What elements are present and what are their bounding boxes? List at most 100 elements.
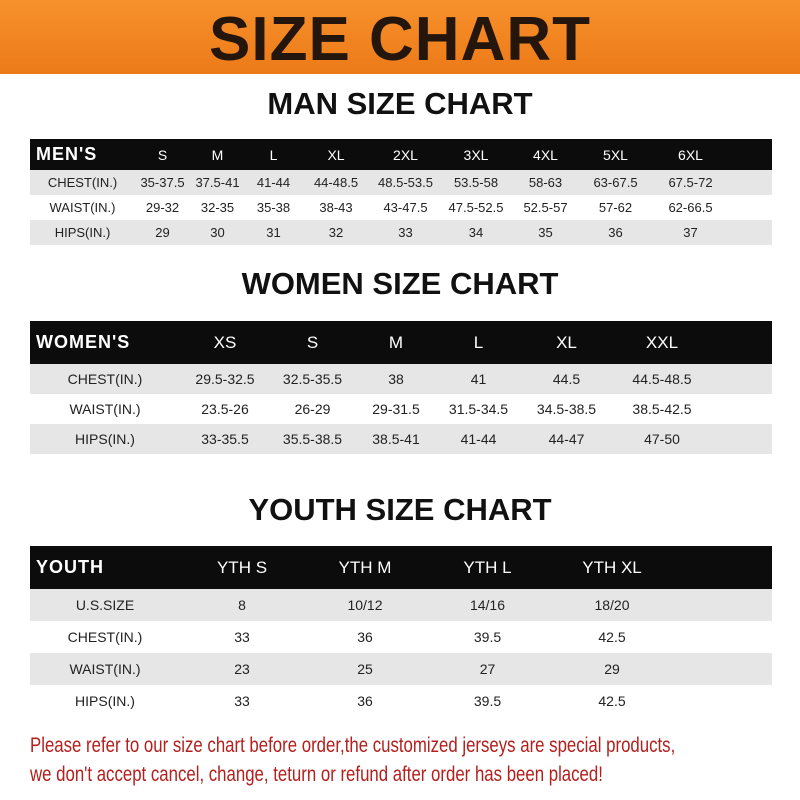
cell: 30 <box>210 225 225 240</box>
table-row: U.S.SIZE 8 10/12 14/16 18/20 <box>30 589 772 621</box>
table-row: CHEST(IN.) 33 36 39.5 42.5 <box>30 621 772 653</box>
cell: 47-50 <box>644 431 680 447</box>
cell: 29-31.5 <box>372 401 420 417</box>
cell: 6XL <box>678 146 703 163</box>
men-size-table: MEN'S S M L XL 2XL 3XL 4XL 5XL 6XL CHEST(IN.) 35-37… <box>30 139 772 245</box>
cell: 26-29 <box>294 401 331 417</box>
cell: 39.5 <box>473 629 502 645</box>
row-label: WAIST(IN.) <box>69 401 141 417</box>
cell: 38-43 <box>319 200 353 215</box>
cell: 10/12 <box>347 597 383 613</box>
cell: 34 <box>468 225 484 240</box>
cell: 37 <box>683 225 698 240</box>
youth-size-table: YOUTH YTH S YTH M YTH L YTH XL U.S.SIZE 8 10/12… <box>30 546 772 717</box>
cell: 35-38 <box>256 200 291 215</box>
youth-section-title: YOUTH SIZE CHART <box>248 492 552 527</box>
cell: M <box>211 146 224 163</box>
table-row: WAIST(IN.) 29-32 32-35 35-38 38-43 43-47.5 47.… <box>30 195 772 220</box>
table-row: CHEST(IN.) 29.5-32.5 32.5-35.5 38 41 44.5 44.5… <box>30 364 772 394</box>
row-label: WAIST(IN.) <box>69 661 141 677</box>
title-banner: SIZE CHART <box>0 0 800 74</box>
men-section-title: MAN SIZE CHART <box>267 86 533 121</box>
row-label: U.S.SIZE <box>75 597 135 613</box>
cell: 44-47 <box>548 431 585 447</box>
cell: 32.5-35.5 <box>282 371 343 387</box>
cell: 29.5-32.5 <box>195 371 255 387</box>
cell: 35.5-38.5 <box>282 431 343 447</box>
cell: 42.5 <box>598 693 626 709</box>
cell: 35-37.5 <box>140 175 185 190</box>
table-row: HIPS(IN.) 33-35.5 35.5-38.5 38.5-41 41-44 44-… <box>30 424 772 454</box>
cell: XXL <box>645 332 679 352</box>
row-label: MEN'S <box>36 144 98 164</box>
row-label: HIPS(IN.) <box>75 693 135 709</box>
cell: 53.5-58 <box>453 175 499 190</box>
cell: 8 <box>238 597 246 613</box>
cell: 35 <box>538 225 553 240</box>
cell: 47.5-52.5 <box>448 200 504 215</box>
cell: XL <box>327 146 345 163</box>
cell: 33-35.5 <box>201 431 249 447</box>
cell: 29 <box>604 661 620 677</box>
cell: 58-63 <box>528 175 563 190</box>
table-row: CHEST(IN.) 35-37.5 37.5-41 41-44 44-48.5 48.5… <box>30 170 772 195</box>
cell: 29 <box>155 225 170 240</box>
cell: XL <box>556 332 577 352</box>
header-row: WOMEN'S XS S M L XL XXL <box>30 321 772 364</box>
cell: 34.5-38.5 <box>536 401 597 417</box>
notice-line-1: Please refer to our size chart before or… <box>30 734 676 757</box>
cell: 37.5-41 <box>195 175 240 190</box>
cell: YTH S <box>216 557 268 577</box>
cell: 33 <box>398 225 413 240</box>
row-label: CHEST(IN.) <box>67 371 143 387</box>
row-label: HIPS(IN.) <box>54 225 111 240</box>
row-label: HIPS(IN.) <box>75 431 135 447</box>
cell: 27 <box>479 661 496 677</box>
table-row: WAIST(IN.) 23.5-26 26-29 29-31.5 31.5-34.5 34… <box>30 394 772 424</box>
banner-title: SIZE CHART <box>209 5 591 74</box>
cell: 41-44 <box>460 431 497 447</box>
cell: YTH XL <box>582 557 642 577</box>
cell: 31.5-34.5 <box>448 401 509 417</box>
cell: 18/20 <box>594 597 630 613</box>
cell: 32 <box>328 225 344 240</box>
cell: 36 <box>608 225 623 240</box>
row-label: WAIST(IN.) <box>49 200 116 215</box>
cell: 41 <box>470 371 487 387</box>
cell: 23 <box>234 661 250 677</box>
women-section-title: WOMEN SIZE CHART <box>241 266 559 301</box>
cell: 36 <box>357 629 373 645</box>
cell: 38.5-41 <box>372 431 420 447</box>
table-row: HIPS(IN.) 29 30 31 32 33 34 35 36 37 <box>30 220 772 245</box>
cell: 23.5-26 <box>201 401 249 417</box>
cell: 57-62 <box>598 200 633 215</box>
cell: 25 <box>357 661 373 677</box>
cell: 62-66.5 <box>668 200 713 215</box>
cell: 42.5 <box>598 629 626 645</box>
cell: 52.5-57 <box>523 200 568 215</box>
row-label: YOUTH <box>36 557 104 577</box>
cell: 67.5-72 <box>668 175 713 190</box>
cell: 48.5-53.5 <box>378 175 433 190</box>
cell: 44-48.5 <box>313 175 359 190</box>
cell: 33 <box>234 629 250 645</box>
notice-line-2: we don't accept cancel, change, teturn o… <box>30 763 603 786</box>
cell: 44.5 <box>552 371 581 387</box>
row-label: WOMEN'S <box>36 332 131 352</box>
cell: 63-67.5 <box>593 175 638 190</box>
cell: 29-32 <box>145 200 180 215</box>
cell: S <box>157 146 168 163</box>
cell: 5XL <box>603 146 628 163</box>
row-label: CHEST(IN.) <box>67 629 143 645</box>
table-row: HIPS(IN.) 33 36 39.5 42.5 <box>30 685 772 717</box>
cell: L <box>473 332 484 352</box>
cell: 41-44 <box>256 175 291 190</box>
header-row: YOUTH YTH S YTH M YTH L YTH XL <box>30 546 772 589</box>
cell: 43-47.5 <box>383 200 428 215</box>
cell: 39.5 <box>473 693 502 709</box>
cell: 38 <box>388 371 404 387</box>
header-row: MEN'S S M L XL 2XL 3XL 4XL 5XL 6XL <box>30 139 772 170</box>
cell: L <box>269 146 278 163</box>
cell: 4XL <box>533 146 558 163</box>
cell: YTH L <box>463 557 512 577</box>
